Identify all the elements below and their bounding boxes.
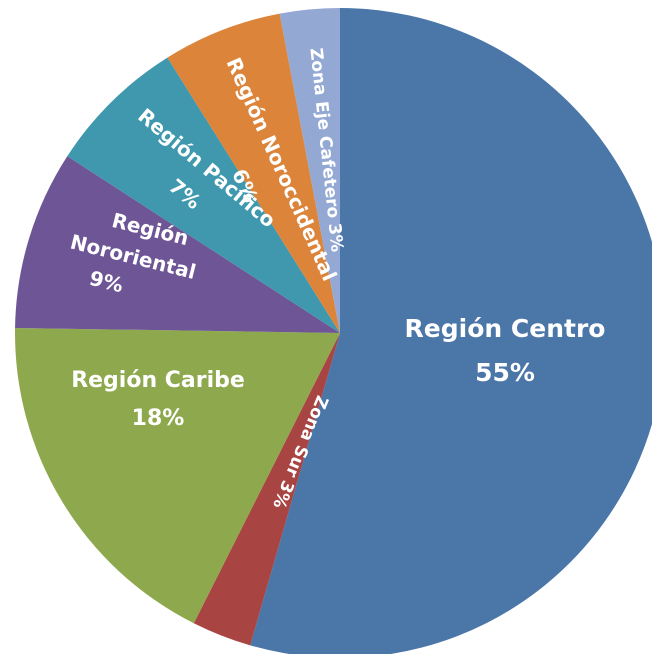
value-label: 55% bbox=[475, 358, 535, 387]
pie-slice bbox=[193, 333, 340, 646]
slice-label: Región Centro 55% bbox=[405, 314, 606, 387]
pie-slice bbox=[15, 156, 340, 333]
category-label: Región Centro bbox=[405, 314, 606, 343]
pie-slice bbox=[279, 8, 340, 333]
category-label: Región Caribe bbox=[71, 368, 245, 393]
slice-label: Región Caribe 18% bbox=[71, 368, 245, 431]
pie-slice bbox=[14, 327, 340, 624]
pie-slice bbox=[167, 13, 340, 333]
value-label: 3% bbox=[324, 222, 347, 253]
value-label: 18% bbox=[132, 406, 185, 431]
pie-slice bbox=[250, 8, 652, 654]
pie-slice bbox=[67, 57, 341, 334]
